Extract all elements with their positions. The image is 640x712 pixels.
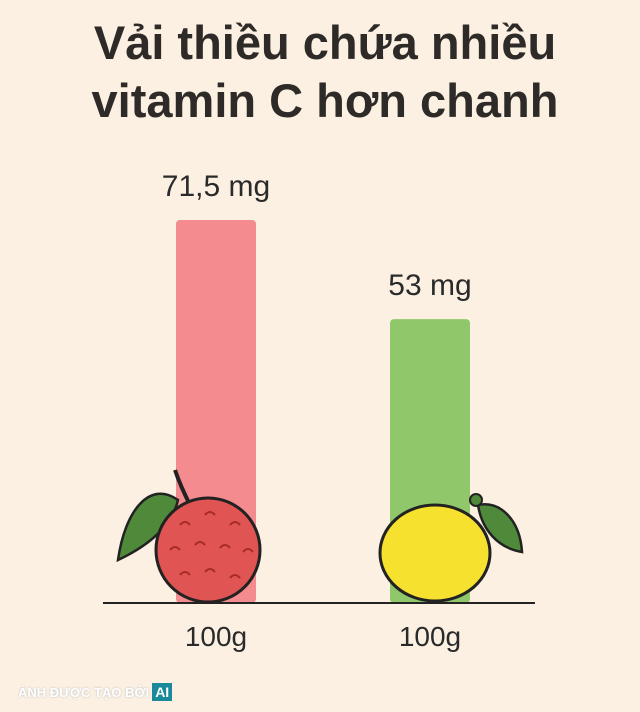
value-label: 71,5 mg [162, 170, 270, 203]
category-label: 100g [185, 621, 247, 652]
watermark-text: ẢNH ĐƯỢC TẠO BỞI [18, 684, 150, 700]
chart-title: Vải thiều chứa nhiều vitamin C hơn chanh [91, 16, 559, 127]
lemon-icon [378, 493, 524, 603]
value-label: 53 mg [388, 269, 471, 302]
watermark-badge: AI [152, 683, 173, 701]
watermark: ẢNH ĐƯỢC TẠO BỞI AI [18, 683, 173, 701]
category-label: 100g [399, 621, 461, 652]
lychee-icon [116, 469, 262, 604]
